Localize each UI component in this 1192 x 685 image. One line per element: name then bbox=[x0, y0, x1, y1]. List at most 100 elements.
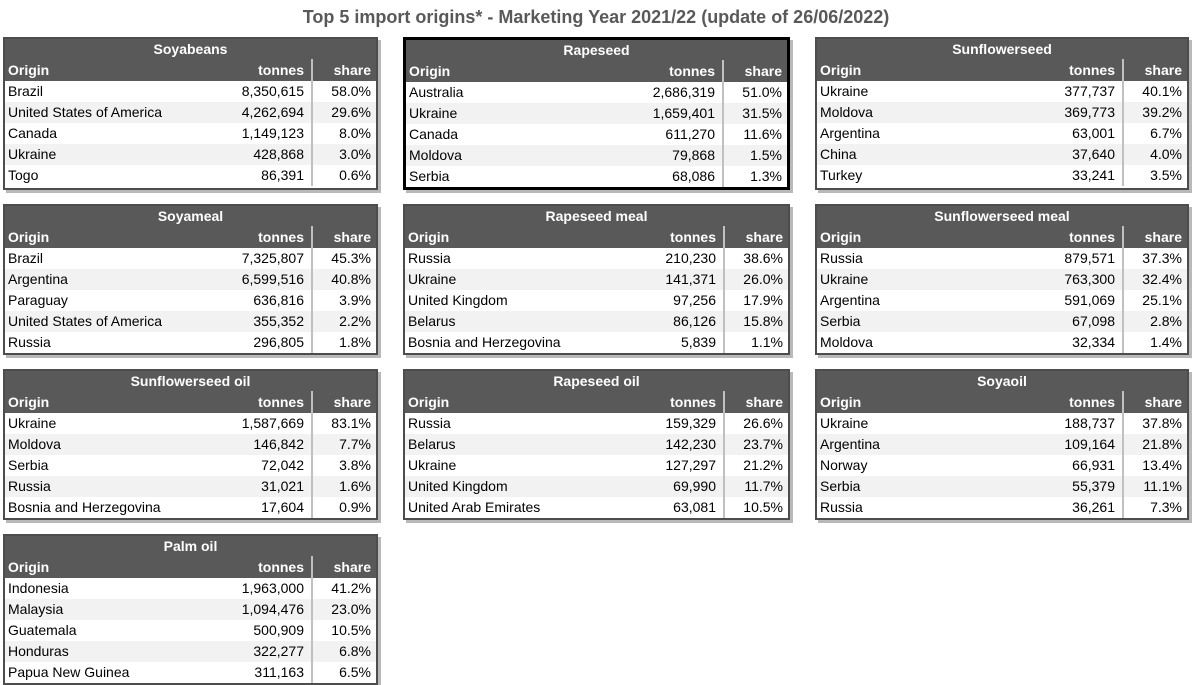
cell-share: 1.6% bbox=[311, 476, 376, 497]
cell-share: 6.7% bbox=[1122, 123, 1187, 144]
commodity-table-soyabeans[interactable]: Soyabeans Origin tonnes share Brazil 8,3… bbox=[3, 37, 378, 190]
cell-share: 11.6% bbox=[722, 124, 787, 145]
cell-tonnes: 32,334 bbox=[1072, 334, 1115, 350]
table-row: United Arab Emirates 63,081 10.5% bbox=[405, 497, 788, 518]
table-body: Indonesia 1,963,000 41.2% Malaysia 1,094… bbox=[5, 578, 376, 683]
cell-origin: Belarus bbox=[408, 313, 456, 329]
cell-share: 58.0% bbox=[311, 81, 376, 102]
cell-tonnes: 146,842 bbox=[253, 436, 304, 452]
cell-share: 0.9% bbox=[311, 497, 376, 518]
cell-origin: United Kingdom bbox=[408, 292, 508, 308]
cell-tonnes: 31,021 bbox=[261, 478, 304, 494]
commodity-table-sunflowerseed[interactable]: Sunflowerseed Origin tonnes share Ukrain… bbox=[815, 37, 1189, 190]
cell-tonnes: 210,230 bbox=[665, 250, 716, 266]
cell-tonnes: 591,069 bbox=[1064, 292, 1115, 308]
cell-tonnes: 36,261 bbox=[1072, 499, 1115, 515]
cell-share: 26.6% bbox=[723, 413, 788, 434]
table-header-row: Origin tonnes share bbox=[5, 226, 376, 248]
cell-share: 1.5% bbox=[722, 145, 787, 166]
cell-origin: Russia bbox=[820, 250, 863, 266]
table-row: Moldova 146,842 7.7% bbox=[5, 434, 376, 455]
commodity-table-soyaoil[interactable]: Soyaoil Origin tonnes share Ukraine 188,… bbox=[815, 369, 1189, 520]
table-row: Serbia 72,042 3.8% bbox=[5, 455, 376, 476]
cell-origin: Ukraine bbox=[409, 105, 458, 121]
cell-origin: Serbia bbox=[820, 313, 861, 329]
table-row: Serbia 55,379 11.1% bbox=[817, 476, 1187, 497]
table-row: Brazil 7,325,807 45.3% bbox=[5, 248, 376, 269]
cell-tonnes: 63,081 bbox=[673, 499, 716, 515]
cell-share: 6.5% bbox=[311, 662, 376, 683]
col-header-origin: Origin bbox=[8, 62, 50, 78]
table-row: Indonesia 1,963,000 41.2% bbox=[5, 578, 376, 599]
cell-share: 2.8% bbox=[1122, 311, 1187, 332]
cell-origin: Guatemala bbox=[8, 622, 77, 638]
cell-origin: Ukraine bbox=[820, 415, 869, 431]
cell-origin: Ukraine bbox=[8, 415, 57, 431]
cell-share: 0.6% bbox=[311, 165, 376, 186]
cell-origin: Argentina bbox=[820, 125, 880, 141]
commodity-table-rapeseed[interactable]: Rapeseed Origin tonnes share Australia 2… bbox=[403, 37, 790, 190]
table-row: Russia 210,230 38.6% bbox=[405, 248, 788, 269]
cell-share: 10.5% bbox=[723, 497, 788, 518]
col-header-share: share bbox=[311, 59, 376, 81]
cell-share: 1.8% bbox=[311, 332, 376, 353]
cell-tonnes: 188,737 bbox=[1064, 415, 1115, 431]
col-header-share: share bbox=[311, 556, 376, 578]
table-row: Russia 36,261 7.3% bbox=[817, 497, 1187, 518]
cell-share: 17.9% bbox=[723, 290, 788, 311]
cell-origin: Russia bbox=[820, 499, 863, 515]
cell-tonnes: 6,599,516 bbox=[241, 271, 304, 287]
table-body: Brazil 8,350,615 58.0% United States of … bbox=[5, 81, 376, 186]
commodity-table-palm-oil[interactable]: Palm oil Origin tonnes share Indonesia 1… bbox=[3, 534, 378, 685]
cell-share: 21.2% bbox=[723, 455, 788, 476]
col-header-tonnes: tonnes bbox=[258, 394, 304, 410]
cell-tonnes: 33,241 bbox=[1072, 167, 1115, 183]
commodity-table-soyameal[interactable]: Soyameal Origin tonnes share Brazil 7,32… bbox=[3, 204, 378, 355]
cell-tonnes: 1,094,476 bbox=[241, 601, 304, 617]
table-body: Ukraine 377,737 40.1% Moldova 369,773 39… bbox=[817, 81, 1187, 186]
cell-share: 37.8% bbox=[1122, 413, 1187, 434]
table-row: Bosnia and Herzegovina 17,604 0.9% bbox=[5, 497, 376, 518]
cell-share: 21.8% bbox=[1122, 434, 1187, 455]
cell-origin: United Arab Emirates bbox=[408, 499, 541, 515]
col-header-tonnes: tonnes bbox=[670, 394, 716, 410]
col-header-tonnes: tonnes bbox=[1069, 229, 1115, 245]
cell-share: 2.2% bbox=[311, 311, 376, 332]
cell-tonnes: 1,587,669 bbox=[241, 415, 304, 431]
cell-share: 25.1% bbox=[1122, 290, 1187, 311]
table-row: Bosnia and Herzegovina 5,839 1.1% bbox=[405, 332, 788, 353]
table-row: Australia 2,686,319 51.0% bbox=[406, 82, 787, 103]
cell-tonnes: 66,931 bbox=[1072, 457, 1115, 473]
table-body: Ukraine 188,737 37.8% Argentina 109,164 … bbox=[817, 413, 1187, 518]
cell-origin: Ukraine bbox=[820, 83, 869, 99]
col-header-share: share bbox=[1122, 59, 1187, 81]
commodity-table-rapeseed-oil[interactable]: Rapeseed oil Origin tonnes share Russia … bbox=[403, 369, 790, 520]
cell-tonnes: 7,325,807 bbox=[241, 250, 304, 266]
cell-origin: Moldova bbox=[820, 334, 873, 350]
cell-share: 37.3% bbox=[1122, 248, 1187, 269]
commodity-table-sunflowerseed-meal[interactable]: Sunflowerseed meal Origin tonnes share R… bbox=[815, 204, 1189, 355]
table-row: Argentina 591,069 25.1% bbox=[817, 290, 1187, 311]
cell-origin: Ukraine bbox=[408, 271, 457, 287]
cell-tonnes: 159,329 bbox=[665, 415, 716, 431]
cell-tonnes: 86,391 bbox=[261, 167, 304, 183]
cell-share: 23.7% bbox=[723, 434, 788, 455]
table-title: Sunflowerseed bbox=[817, 39, 1187, 59]
cell-share: 3.5% bbox=[1122, 165, 1187, 186]
col-header-tonnes: tonnes bbox=[670, 229, 716, 245]
table-row: Ukraine 188,737 37.8% bbox=[817, 413, 1187, 434]
table-row: Ukraine 127,297 21.2% bbox=[405, 455, 788, 476]
col-header-origin: Origin bbox=[409, 63, 451, 79]
cell-share: 8.0% bbox=[311, 123, 376, 144]
cell-tonnes: 37,640 bbox=[1072, 146, 1115, 162]
cell-origin: United Kingdom bbox=[408, 478, 508, 494]
commodity-table-sunflowerseed-oil[interactable]: Sunflowerseed oil Origin tonnes share Uk… bbox=[3, 369, 378, 520]
cell-origin: United States of America bbox=[8, 104, 163, 120]
cell-origin: Argentina bbox=[820, 292, 880, 308]
commodity-table-rapeseed-meal[interactable]: Rapeseed meal Origin tonnes share Russia… bbox=[403, 204, 790, 355]
table-row: Belarus 142,230 23.7% bbox=[405, 434, 788, 455]
cell-share: 1.3% bbox=[722, 166, 787, 187]
cell-origin: Canada bbox=[409, 126, 459, 142]
cell-share: 23.0% bbox=[311, 599, 376, 620]
cell-share: 51.0% bbox=[722, 82, 787, 103]
